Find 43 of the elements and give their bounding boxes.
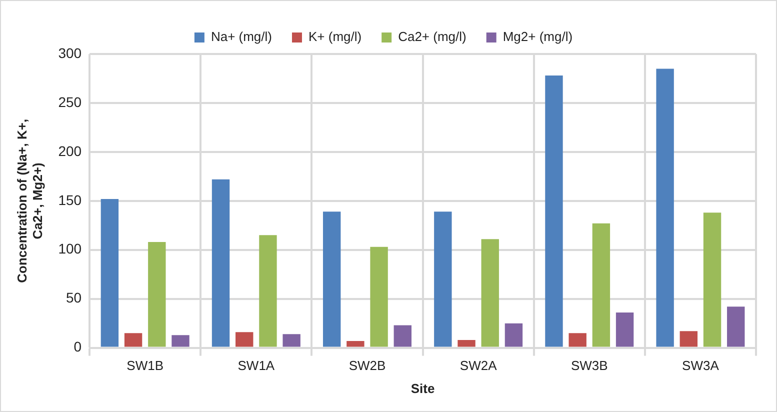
y-tick-label: 250 <box>58 94 82 110</box>
bar <box>212 179 230 347</box>
bar <box>458 340 476 347</box>
bar <box>346 340 364 347</box>
y-tick-label: 300 <box>58 44 82 61</box>
x-tick-label: SW1B <box>126 358 164 374</box>
bar <box>568 333 586 347</box>
bar <box>703 212 722 347</box>
y-tick-label: 200 <box>58 142 82 159</box>
x-tick-label: SW3B <box>570 358 608 374</box>
bar <box>504 323 523 347</box>
x-axis-title: Site <box>410 380 435 396</box>
y-tick-label: 150 <box>58 192 82 208</box>
legend-label: Ca2+ (mg/l) <box>398 29 466 44</box>
x-tick-label: SW2A <box>460 358 498 374</box>
legend-label: Na+ (mg/l) <box>210 29 272 44</box>
y-tick-label: 50 <box>66 290 82 306</box>
legend-label: K+ (mg/l) <box>308 29 362 44</box>
bar <box>394 325 412 347</box>
bar <box>370 246 388 347</box>
bar <box>481 239 499 347</box>
bar <box>616 312 634 347</box>
bar <box>680 331 698 347</box>
x-tick-label: SW3A <box>682 358 720 374</box>
bar <box>592 223 610 347</box>
legend-label: Mg2+ (mg/l) <box>502 29 573 44</box>
bar <box>100 198 119 347</box>
bar <box>148 242 166 347</box>
x-tick-label: SW2B <box>348 358 386 374</box>
bar <box>172 335 190 347</box>
bar <box>727 306 745 347</box>
bar <box>322 212 341 347</box>
bar <box>545 76 563 347</box>
x-tick-label: SW1A <box>238 358 275 374</box>
y-tick-label: 100 <box>58 240 82 257</box>
y-axis-title: Concentration of (Na+, K+, Ca2+, Mg2+) <box>14 118 45 283</box>
bar <box>656 68 674 347</box>
y-tick-label: 0 <box>74 338 82 355</box>
bar <box>124 333 142 347</box>
bar <box>434 212 452 347</box>
bar <box>282 334 300 347</box>
bar <box>259 235 277 347</box>
bar <box>236 332 254 347</box>
